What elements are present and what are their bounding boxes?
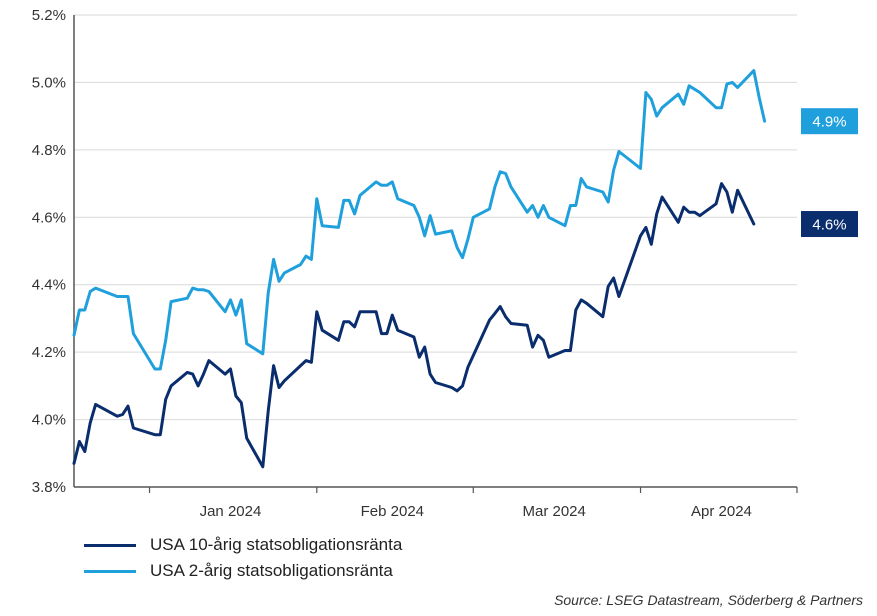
legend-label-2y: USA 2-årig statsobligationsränta [150,561,393,580]
y-tick-label: 4.6% [32,209,66,226]
end-label-0: 4.6% [812,217,846,234]
x-tick-label: Mar 2024 [523,503,586,520]
end-label-1: 4.9% [812,114,846,131]
y-tick-label: 4.8% [32,142,66,159]
end-label-box-1 [801,108,858,135]
y-tick-label: 5.2% [32,7,66,24]
legend-item-10y: USA 10-årig statsobligationsränta [84,532,402,558]
series-line-1 [72,69,767,371]
legend-label-10y: USA 10-årig statsobligationsränta [150,535,403,554]
grid-lines [74,14,797,421]
y-tick-label: 4.4% [32,277,66,294]
y-tick-label: 5.0% [32,74,66,91]
source-note: Source: LSEG Datastream, Söderberg & Par… [554,592,863,608]
series-lines [72,69,767,469]
y-tick-label: 4.2% [32,344,66,361]
series-line-0 [72,182,756,469]
y-tick-label: 4.0% [32,412,66,429]
y-axis: 3.8% 4.0% 4.2% 4.4% 4.6% 4.8% 5.0% 5.2% [32,7,75,496]
x-tick-label: Jan 2024 [200,503,262,520]
legend-item-2y: USA 2-årig statsobligationsränta [84,558,402,584]
legend: USA 10-årig statsobligationsränta USA 2-… [84,532,402,584]
legend-swatch-10y [84,543,136,547]
y-tick-label: 3.8% [32,479,66,496]
x-tick-label: Feb 2024 [361,503,424,520]
legend-swatch-2y [84,569,136,573]
x-tick-label: Apr 2024 [691,503,752,520]
end-labels: 4.6% 4.9% [801,108,858,238]
x-axis: Jan 2024 Feb 2024 Mar 2024 Apr 2024 [74,486,798,520]
end-label-box-0 [801,211,858,238]
line-chart: 3.8% 4.0% 4.2% 4.4% 4.6% 4.8% 5.0% 5.2% Jan 202… [32,7,858,520]
